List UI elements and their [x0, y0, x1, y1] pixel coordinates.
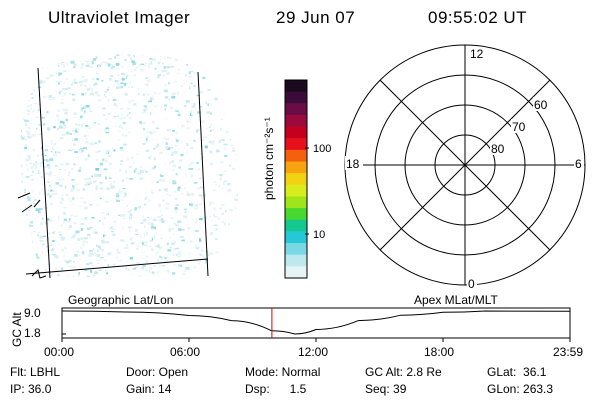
door-readout: Door: Open	[126, 365, 189, 379]
colorbar-swatch	[285, 219, 307, 233]
colorbar-swatch	[285, 266, 307, 279]
colorbar-swatch	[285, 208, 307, 221]
mlat-label-70: 70	[512, 120, 526, 134]
colorbar-frame	[284, 79, 308, 279]
x-tick-label-2359: 23:59	[553, 345, 584, 359]
coastline-west	[17, 192, 41, 213]
x-tick-label-1800: 18:00	[424, 345, 455, 359]
mlat-label-80: 80	[491, 142, 505, 156]
colorbar-swatch	[285, 243, 307, 256]
colorbar-swatch	[285, 91, 307, 104]
glon-readout: GLon: 263.3	[487, 382, 554, 396]
colorbar-swatch	[285, 149, 307, 163]
colorbar-swatch	[285, 196, 307, 209]
timeline-left-title: Geographic Lat/Lon	[68, 293, 174, 307]
coastline-south	[31, 269, 47, 279]
mlt-label-0: 0	[468, 277, 475, 291]
timeline-right-title: Apex MLat/MLT	[414, 293, 498, 307]
mlat-label-60: 60	[534, 98, 548, 112]
gain-readout: Gain: 14	[126, 382, 172, 396]
y-tick-label-low: 1.8	[24, 326, 41, 340]
instrument-title: Ultraviolet Imager	[48, 8, 191, 27]
x-tick-label-0600: 06:00	[170, 345, 201, 359]
colorbar-swatch	[285, 184, 307, 198]
gc-alt-readout: GC Alt: 2.8 Re	[365, 365, 442, 379]
colorbar-swatch	[285, 103, 307, 116]
mode-readout: Mode: Normal	[245, 365, 321, 379]
colorbar-swatch	[285, 80, 307, 93]
parallel-line-south	[25, 258, 209, 275]
x-tick-label-1200: 12:00	[298, 345, 329, 359]
sequence-readout: Seq: 39	[365, 382, 407, 396]
dsp-readout: Dsp: 1.5	[245, 382, 307, 396]
colorbar-swatch	[285, 126, 307, 139]
altitude-trace	[61, 310, 570, 335]
mlt-label-12: 12	[470, 47, 484, 61]
ip-readout: IP: 36.0	[10, 382, 52, 396]
geographic-grid	[17, 67, 209, 279]
glat-readout: GLat: 36.1	[487, 365, 547, 379]
colorbar-swatch	[285, 254, 307, 267]
colorbar-swatch	[285, 114, 307, 128]
mlt-label-18: 18	[346, 157, 360, 171]
colorbar-swatch	[285, 173, 307, 186]
colorbar-swatch	[285, 161, 307, 174]
colorbar-swatch	[285, 138, 307, 151]
mlt-label-6: 6	[575, 157, 582, 171]
filter-readout: Flt: LBHL	[10, 365, 61, 379]
observation-time: 09:55:02 UT	[428, 8, 528, 27]
colorbar-label-10: 10	[313, 229, 325, 241]
x-tick-label-0000: 00:00	[44, 345, 75, 359]
meridian-line-west	[37, 67, 51, 279]
colorbar-label-100: 100	[313, 143, 331, 155]
meridian-line-east	[197, 71, 209, 277]
colorbar-swatches	[285, 80, 307, 279]
colorbar-swatch	[285, 231, 307, 244]
y-tick-label-high: 9.0	[24, 306, 41, 320]
polar-diagonal-2	[379, 79, 551, 251]
observation-date: 29 Jun 07	[276, 8, 356, 27]
